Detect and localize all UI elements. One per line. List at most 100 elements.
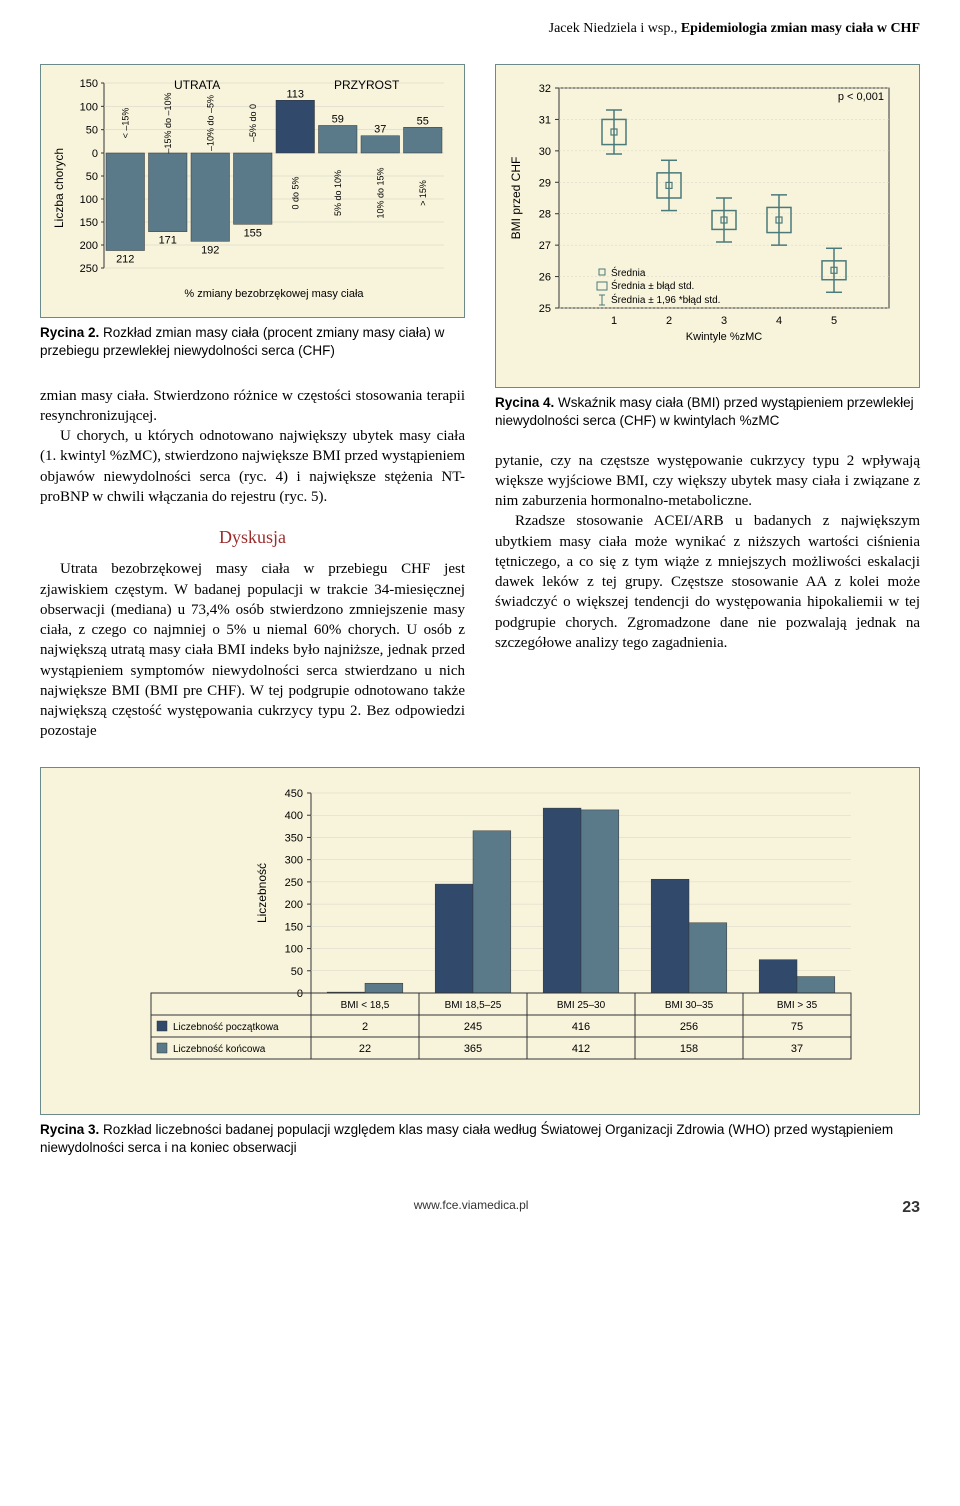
fig4-chart: 252627282930313212345BMI przed CHFKwinty… [495, 64, 920, 388]
fig4-caption: Rycina 4. Wskaźnik masy ciała (BMI) prze… [495, 394, 920, 430]
footer-site: www.fce.viamedica.pl [414, 1197, 529, 1219]
left-body-text: zmian masy ciała. Stwierdzono różnice w … [40, 386, 465, 508]
svg-text:30: 30 [539, 146, 551, 158]
svg-text:Średnia ± 1,96 *błąd std.: Średnia ± 1,96 *błąd std. [611, 293, 720, 306]
right-p2: Rzadsze stosowanie ACEI/ARB u badanych z… [495, 511, 920, 653]
svg-text:0 do 5%: 0 do 5% [290, 176, 300, 209]
svg-text:50: 50 [86, 125, 98, 137]
svg-text:350: 350 [285, 832, 303, 844]
svg-text:256: 256 [680, 1021, 698, 1033]
header-title: Epidemiologia zmian masy ciała w CHF [681, 21, 920, 36]
svg-text:Średnia: Średnia [611, 266, 646, 279]
svg-text:192: 192 [201, 244, 219, 256]
svg-text:2: 2 [666, 315, 672, 327]
svg-text:3: 3 [721, 315, 727, 327]
header-author: Jacek Niedziela i wsp., [549, 21, 678, 36]
svg-text:5: 5 [831, 315, 837, 327]
svg-text:245: 245 [464, 1021, 482, 1033]
left-p2: U chorych, u których odnotowano najwięks… [40, 426, 465, 507]
page-footer: www.fce.viamedica.pl 23 [40, 1197, 920, 1219]
discussion-title: Dyskusja [40, 525, 465, 549]
svg-text:0: 0 [297, 988, 303, 1000]
fig3-chart: 050100150200250300350400450LiczebnośćBMI… [40, 767, 920, 1115]
svg-text:Kwintyle %zMC: Kwintyle %zMC [686, 331, 762, 343]
svg-text:Średnia ± błąd std.: Średnia ± błąd std. [611, 279, 694, 292]
svg-text:22: 22 [359, 1043, 371, 1055]
fig4-caption-bold: Rycina 4. [495, 395, 554, 410]
svg-text:2: 2 [362, 1021, 368, 1033]
svg-text:4: 4 [776, 315, 782, 327]
fig2-caption: Rycina 2. Rozkład zmian masy ciała (proc… [40, 324, 465, 360]
left-p1: zmian masy ciała. Stwierdzono różnice w … [40, 386, 465, 427]
svg-text:100: 100 [80, 101, 98, 113]
right-body-text: pytanie, czy na częstsze występowanie cu… [495, 451, 920, 654]
fig3-caption-bold: Rycina 3. [40, 1122, 99, 1137]
svg-text:BMI 25–30: BMI 25–30 [557, 1000, 606, 1011]
svg-text:412: 412 [572, 1043, 590, 1055]
svg-text:37: 37 [791, 1043, 803, 1055]
svg-text:Liczba chorych: Liczba chorych [52, 148, 66, 228]
fig2-caption-rest: Rozkład zmian masy ciała (procent zmiany… [40, 325, 444, 358]
svg-text:100: 100 [285, 943, 303, 955]
fig3-svg: 050100150200250300350400450LiczebnośćBMI… [81, 783, 871, 1093]
fig4-caption-rest: Wskaźnik masy ciała (BMI) przed wystąpie… [495, 395, 914, 428]
svg-text:% zmiany bezobrzękowej masy ci: % zmiany bezobrzękowej masy ciała [184, 288, 364, 300]
right-p1: pytanie, czy na częstsze występowanie cu… [495, 451, 920, 512]
svg-text:300: 300 [285, 854, 303, 866]
svg-text:37: 37 [374, 124, 386, 136]
page-number: 23 [902, 1197, 920, 1219]
svg-text:BMI przed CHF: BMI przed CHF [509, 157, 523, 240]
svg-text:50: 50 [291, 965, 303, 977]
svg-text:> 15%: > 15% [418, 180, 428, 206]
svg-text:–5% do 0: –5% do 0 [248, 104, 258, 142]
svg-text:416: 416 [572, 1021, 590, 1033]
svg-text:150: 150 [80, 217, 98, 229]
svg-text:212: 212 [116, 253, 134, 265]
svg-text:5% do 10%: 5% do 10% [333, 170, 343, 216]
svg-text:29: 29 [539, 177, 551, 189]
svg-text:BMI 30–35: BMI 30–35 [665, 1000, 714, 1011]
svg-text:200: 200 [285, 899, 303, 911]
page-header: Jacek Niedziela i wsp., Epidemiologia zm… [40, 20, 920, 39]
svg-text:26: 26 [539, 271, 551, 283]
svg-text:0: 0 [92, 148, 98, 160]
svg-text:50: 50 [86, 171, 98, 183]
svg-text:250: 250 [80, 263, 98, 275]
svg-text:BMI > 35: BMI > 35 [777, 1000, 818, 1011]
svg-text:100: 100 [80, 194, 98, 206]
svg-text:32: 32 [539, 83, 551, 95]
svg-text:27: 27 [539, 240, 551, 252]
svg-text:BMI 18,5–25: BMI 18,5–25 [445, 1000, 502, 1011]
svg-text:55: 55 [417, 115, 429, 127]
svg-text:–10% do –5%: –10% do –5% [205, 95, 215, 151]
svg-text:Liczebność: Liczebność [255, 863, 269, 923]
fig2-svg: 05010015050100150200250UTRATAPRZYROST212… [49, 73, 449, 303]
svg-text:158: 158 [680, 1043, 698, 1055]
svg-text:400: 400 [285, 810, 303, 822]
svg-text:450: 450 [285, 788, 303, 800]
fig3-caption: Rycina 3. Rozkład liczebności badanej po… [40, 1121, 920, 1157]
svg-text:1: 1 [611, 315, 617, 327]
svg-text:–15% do –10%: –15% do –10% [163, 92, 173, 153]
svg-text:365: 365 [464, 1043, 482, 1055]
svg-text:p < 0,001: p < 0,001 [838, 91, 884, 103]
svg-text:28: 28 [539, 209, 551, 221]
svg-text:Liczebność końcowa: Liczebność końcowa [173, 1044, 266, 1055]
svg-text:PRZYROST: PRZYROST [334, 78, 400, 92]
fig3-caption-rest: Rozkład liczebności badanej populacji wz… [40, 1122, 893, 1155]
svg-text:Liczebność początkowa: Liczebność początkowa [173, 1022, 279, 1033]
svg-text:150: 150 [285, 921, 303, 933]
svg-text:150: 150 [80, 78, 98, 90]
discussion-p1: Utrata bezobrzękowej masy ciała w przebi… [40, 559, 465, 741]
svg-text:171: 171 [159, 235, 177, 247]
svg-text:BMI < 18,5: BMI < 18,5 [341, 1000, 390, 1011]
fig2-chart: 05010015050100150200250UTRATAPRZYROST212… [40, 64, 465, 318]
svg-text:25: 25 [539, 303, 551, 315]
discussion-body: Utrata bezobrzękowej masy ciała w przebi… [40, 559, 465, 741]
svg-text:10% do 15%: 10% do 15% [375, 167, 385, 218]
svg-text:UTRATA: UTRATA [174, 78, 220, 92]
svg-text:155: 155 [244, 227, 262, 239]
fig4-svg: 252627282930313212345BMI przed CHFKwinty… [504, 73, 904, 373]
svg-text:< –15%: < –15% [120, 108, 130, 139]
fig2-caption-bold: Rycina 2. [40, 325, 99, 340]
